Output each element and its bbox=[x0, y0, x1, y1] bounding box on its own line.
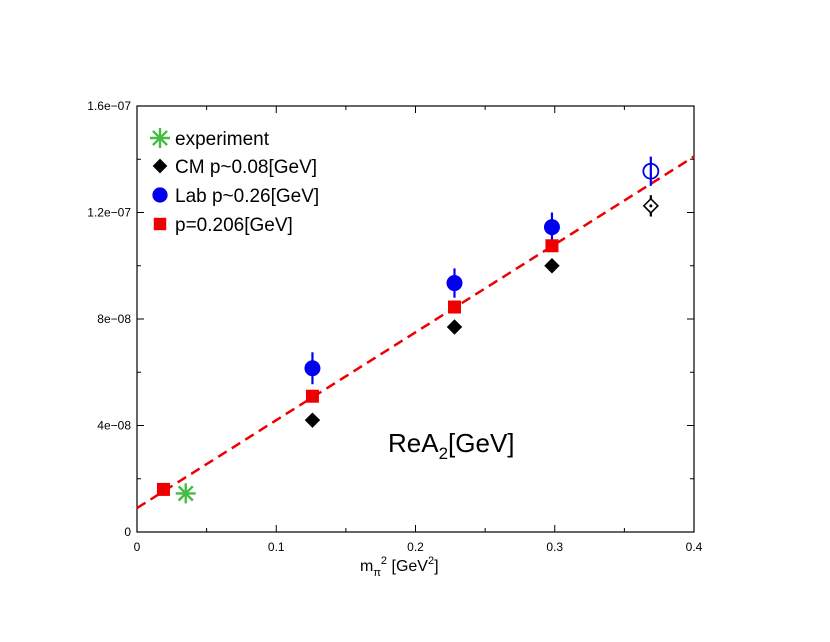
data-marks bbox=[156, 156, 660, 504]
x-tick-label: 0.3 bbox=[546, 540, 563, 554]
y-tick-label: 1.6e−07 bbox=[87, 99, 131, 113]
x-tick-label: 0 bbox=[134, 540, 141, 554]
x-tick-label: 0.4 bbox=[686, 540, 703, 554]
point-circle-3 bbox=[642, 162, 660, 180]
fit-line-layer bbox=[136, 155, 695, 510]
point-diamond-2 bbox=[544, 258, 560, 274]
point-asterisk-0-stroke bbox=[177, 485, 194, 502]
legend-marker-diamond bbox=[152, 158, 168, 174]
point-asterisk-0 bbox=[175, 483, 196, 504]
point-diamond-0 bbox=[304, 412, 321, 428]
y-tick-label: 1.2e−07 bbox=[87, 206, 131, 220]
legend-label: CM p~0.08[GeV] bbox=[175, 157, 317, 178]
legend-label: p=0.206[GeV] bbox=[175, 215, 293, 236]
point-diamond-3-center-dot bbox=[649, 204, 653, 208]
point-circle-2 bbox=[543, 219, 560, 236]
y-tick-label: 8e−08 bbox=[97, 312, 131, 326]
point-square-2 bbox=[447, 300, 461, 314]
legend-label: experiment bbox=[175, 129, 270, 150]
x-axis: 0 0.1 0.2 0.3 0.4 bbox=[134, 106, 703, 554]
legend-marker-asterisk-stroke bbox=[152, 130, 168, 146]
fit-line bbox=[136, 155, 695, 510]
legend: experiment CM p~0.08[GeV] Lab p~0.26[GeV] p… bbox=[150, 128, 319, 236]
point-square-0 bbox=[156, 482, 170, 496]
legend-marker-asterisk bbox=[150, 128, 170, 148]
legend-label: Lab p~0.26[GeV] bbox=[175, 186, 319, 207]
point-circle-0 bbox=[304, 360, 321, 377]
annotation-subscript: 2 bbox=[439, 444, 448, 463]
annotation: ReA2[GeV] bbox=[388, 428, 515, 463]
legend-marker-circle bbox=[152, 187, 168, 203]
x-tick-label: 0.1 bbox=[268, 540, 285, 554]
y-tick-label: 4e−08 bbox=[97, 419, 131, 433]
legend-marker-square bbox=[153, 217, 167, 231]
y-tick-label: 0 bbox=[124, 525, 131, 539]
x-axis-title: mπ2 [GeV2] bbox=[360, 555, 439, 579]
point-diamond-1 bbox=[446, 319, 463, 335]
point-square-1 bbox=[305, 389, 319, 403]
point-square-3 bbox=[545, 239, 559, 253]
x-tick-label: 0.2 bbox=[407, 540, 424, 554]
point-circle-1 bbox=[446, 275, 463, 292]
y-axis: 0 4e−08 8e−08 1.2e−07 1.6e−07 bbox=[87, 99, 694, 539]
